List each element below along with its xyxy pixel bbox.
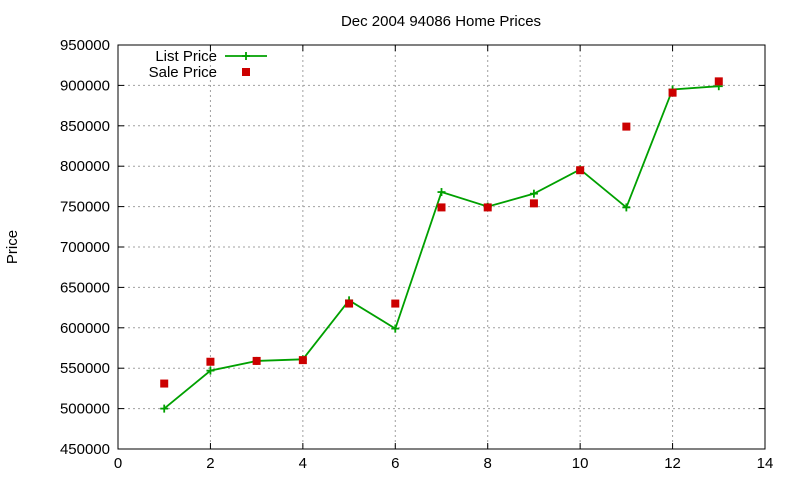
grid xyxy=(118,45,765,449)
data-point xyxy=(576,166,585,175)
x-tick-label: 8 xyxy=(484,455,492,472)
y-tick-label: 550000 xyxy=(60,360,110,377)
y-tick-label: 800000 xyxy=(60,158,110,175)
data-point xyxy=(160,379,169,388)
y-axis-label: Price xyxy=(4,230,21,264)
y-tick-label: 450000 xyxy=(60,441,110,458)
series-sale-price xyxy=(160,77,723,388)
y-tick-label: 750000 xyxy=(60,199,110,216)
data-point xyxy=(252,356,261,365)
data-point xyxy=(206,357,215,366)
data-point xyxy=(622,122,631,131)
x-tick-label: 10 xyxy=(572,455,589,472)
y-tick-label: 500000 xyxy=(60,401,110,418)
x-axis: 0 2 4 6 8 10 12 14 xyxy=(114,45,774,472)
data-point xyxy=(668,88,677,97)
y-tick-label: 900000 xyxy=(60,77,110,94)
data-point xyxy=(529,199,538,208)
x-tick-label: 12 xyxy=(664,455,681,472)
y-tick-label: 650000 xyxy=(60,279,110,296)
y-axis: 450000 500000 550000 600000 650000 700000 7500… xyxy=(60,37,765,458)
y-tick-label: 600000 xyxy=(60,320,110,337)
data-point xyxy=(437,188,446,197)
chart-title: Dec 2004 94086 Home Prices xyxy=(341,13,541,30)
data-point xyxy=(206,366,215,375)
data-point xyxy=(483,203,492,212)
legend-marker xyxy=(242,52,250,60)
series-line xyxy=(163,85,719,410)
data-point xyxy=(714,77,723,86)
y-tick-label: 850000 xyxy=(60,118,110,135)
x-tick-label: 4 xyxy=(299,455,307,472)
x-tick-label: 14 xyxy=(757,455,774,472)
legend-label: List Price xyxy=(155,48,217,65)
y-tick-label: 950000 xyxy=(60,37,110,54)
x-tick-label: 2 xyxy=(206,455,214,472)
data-point xyxy=(529,189,538,198)
x-tick-label: 6 xyxy=(391,455,399,472)
legend-label: Sale Price xyxy=(149,64,217,81)
data-point xyxy=(345,299,354,308)
data-point xyxy=(298,356,307,365)
data-point xyxy=(160,404,169,413)
legend-marker xyxy=(242,68,250,76)
series-layer xyxy=(160,77,723,413)
data-point xyxy=(391,324,400,333)
x-tick-label: 0 xyxy=(114,455,122,472)
plot-frame xyxy=(117,44,766,450)
data-point xyxy=(622,203,631,212)
data-point xyxy=(437,203,446,212)
data-point xyxy=(391,299,400,308)
y-tick-label: 700000 xyxy=(60,239,110,256)
